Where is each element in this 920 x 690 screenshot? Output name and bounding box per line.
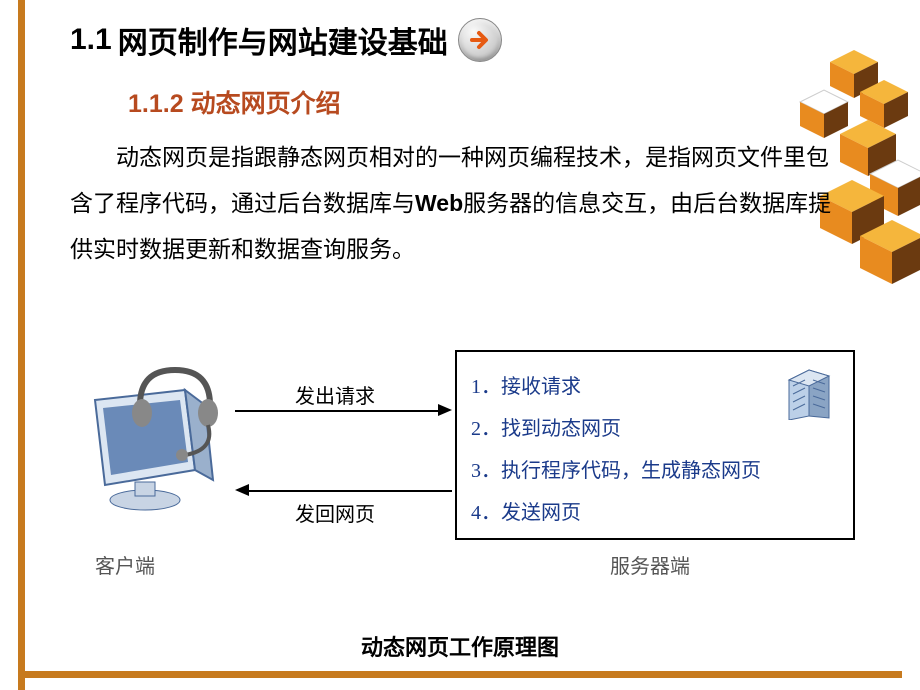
server-label: 服务器端 <box>610 550 690 579</box>
heading-1: 1.1 网页制作与网站建设基础 <box>70 18 870 62</box>
heading-2-text: 动态网页介绍 <box>191 90 341 118</box>
heading-1-text: 网页制作与网站建设基础 <box>118 18 448 62</box>
server-building-icon <box>783 360 843 425</box>
server-step: 3．执行程序代码，生成静态网页 <box>471 450 761 492</box>
request-arrow-line <box>235 410 440 412</box>
response-arrow-line <box>247 490 452 492</box>
client-icon <box>75 360 225 535</box>
server-step: 2．找到动态网页 <box>471 408 761 450</box>
paragraph: 动态网页是指跟静态网页相对的一种网页编程技术，是指网页文件里包含了程序代码，通过… <box>70 134 840 272</box>
server-step: 1．接收请求 <box>471 366 761 408</box>
heading-2-number: 1.1.2 <box>128 90 184 118</box>
slide-border-bottom <box>18 671 902 678</box>
diagram-caption: 动态网页工作原理图 <box>0 630 920 662</box>
heading-2: 1.1.2 动态网页介绍 <box>128 84 870 120</box>
response-arrow-head <box>235 484 249 496</box>
response-arrow-label: 发回网页 <box>295 498 375 527</box>
client-label: 客户端 <box>95 550 155 579</box>
para-bold: Web <box>415 190 463 216</box>
workflow-diagram: 客户端 发出请求 发回网页 1．接收请求 2．找到动态网页 3．执行程序代码，生… <box>55 340 865 620</box>
request-arrow-label: 发出请求 <box>295 380 375 409</box>
slide-border-left <box>18 0 25 690</box>
heading-1-number: 1.1 <box>70 23 112 57</box>
server-box: 1．接收请求 2．找到动态网页 3．执行程序代码，生成静态网页 4．发送网页 <box>455 350 855 540</box>
request-arrow-head <box>438 404 452 416</box>
server-step: 4．发送网页 <box>471 492 761 534</box>
arrow-right-icon[interactable] <box>458 18 502 62</box>
slide-content: 1.1 网页制作与网站建设基础 1.1.2 动态网页介绍 动态网页是指跟静态网页… <box>70 18 870 272</box>
server-steps-list: 1．接收请求 2．找到动态网页 3．执行程序代码，生成静态网页 4．发送网页 <box>471 366 761 534</box>
